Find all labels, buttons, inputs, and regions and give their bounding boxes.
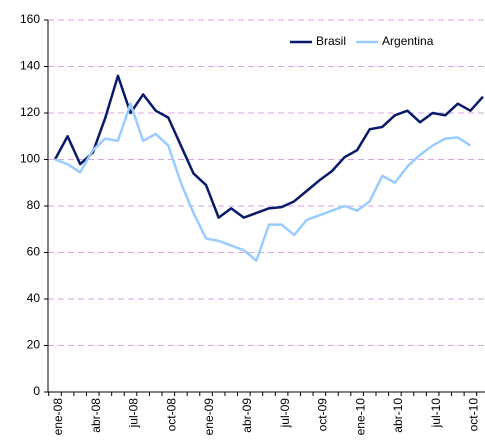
y-tick-label: 140 <box>20 59 40 73</box>
y-tick-label: 60 <box>27 245 41 259</box>
y-tick-label: 20 <box>27 338 41 352</box>
x-tick-label: oct-10 <box>467 398 481 432</box>
x-tick-label: abr-09 <box>240 398 254 433</box>
x-tick-label: ene-09 <box>202 398 216 436</box>
y-tick-label: 120 <box>20 105 40 119</box>
legend-label: Argentina <box>382 34 434 48</box>
x-tick-label: oct-09 <box>316 398 330 432</box>
x-tick-label: ene-10 <box>353 398 367 436</box>
y-tick-label: 80 <box>27 198 41 212</box>
legend: Brasil Argentina <box>290 34 434 48</box>
x-tick-label: abr-08 <box>89 398 103 433</box>
x-tick-label: ene-08 <box>51 398 65 436</box>
y-tick-label: 100 <box>20 152 40 166</box>
x-tick-label: oct-08 <box>164 398 178 432</box>
x-tick-label: abr-10 <box>391 398 405 433</box>
y-tick-label: 0 <box>33 384 40 398</box>
y-tick-label: 160 <box>20 12 40 26</box>
x-tick-label: jul-08 <box>127 398 141 429</box>
x-tick-label: jul-09 <box>278 398 292 429</box>
series-line <box>53 74 484 219</box>
y-tick-label: 40 <box>27 291 41 305</box>
series-line <box>54 102 472 262</box>
legend-label: Brasil <box>316 34 346 48</box>
x-tick-label: jul-10 <box>429 398 443 429</box>
